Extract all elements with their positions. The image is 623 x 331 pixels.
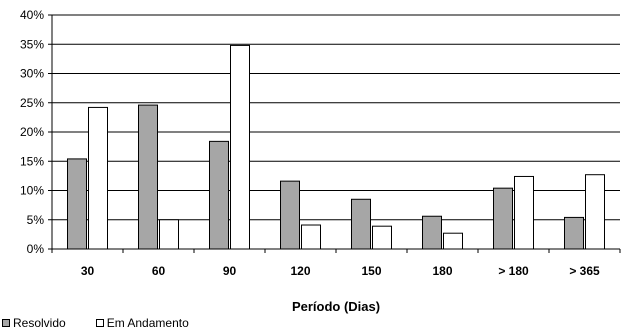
x-tick-label: 60 <box>152 264 166 278</box>
bar-resolvido-365 <box>564 216 584 250</box>
bar-resolvido-150 <box>351 198 371 250</box>
y-tick-label: 5% <box>27 213 45 227</box>
bar-em-andamento-180 <box>443 232 463 250</box>
bar-em-andamento-150 <box>372 225 392 250</box>
legend-label-resolvido: Resolvido <box>13 316 66 330</box>
bar-resolvido-30 <box>67 158 87 250</box>
x-axis-title: Período (Dias) <box>292 299 380 314</box>
x-tick-label: > 180 <box>498 264 529 278</box>
legend-label-em-andamento: Em Andamento <box>106 316 189 330</box>
bar-em-andamento-60 <box>159 219 179 250</box>
y-tick-label: 0% <box>27 242 45 256</box>
bars <box>67 44 605 250</box>
legend-item-resolvido: Resolvido <box>2 316 66 330</box>
bar-resolvido-180 <box>422 215 442 250</box>
y-tick-label: 30% <box>20 67 44 81</box>
bar-resolvido-60 <box>138 104 158 250</box>
legend-item-em-andamento: Em Andamento <box>95 316 189 330</box>
x-axis-ticks: 30 60 90 120 150 180 > 180 > 365 <box>51 249 621 278</box>
y-tick-label: 40% <box>20 8 44 22</box>
bar-em-andamento-365 <box>585 174 605 250</box>
bar-em-andamento-90 <box>230 44 250 250</box>
x-tick-label: > 365 <box>569 264 600 278</box>
x-tick-label: 180 <box>432 264 452 278</box>
y-tick-label: 25% <box>20 96 44 110</box>
y-tick-label: 20% <box>20 125 44 139</box>
x-tick-label: 150 <box>361 264 381 278</box>
bar-resolvido-90 <box>209 140 229 250</box>
x-tick-label: 30 <box>81 264 95 278</box>
y-tick-label: 15% <box>20 154 44 168</box>
bar-em-andamento-120 <box>301 224 321 250</box>
bar-resolvido-180 <box>493 187 513 250</box>
bar-em-andamento-30 <box>88 106 108 250</box>
legend-swatch-em-andamento <box>95 319 104 327</box>
gridlines <box>52 14 620 250</box>
bar-em-andamento-180 <box>514 175 534 250</box>
x-tick-label: 120 <box>290 264 310 278</box>
x-tick-label: 90 <box>223 264 237 278</box>
legend: Resolvido Em Andamento <box>2 316 219 330</box>
legend-swatch-resolvido <box>2 319 10 327</box>
y-axis-ticks: 0% 5% 10% 15% 20% 25% 30% 35% 40% <box>20 8 52 256</box>
y-tick-label: 10% <box>20 184 44 198</box>
bar-resolvido-120 <box>280 180 300 250</box>
y-tick-label: 35% <box>20 37 44 51</box>
